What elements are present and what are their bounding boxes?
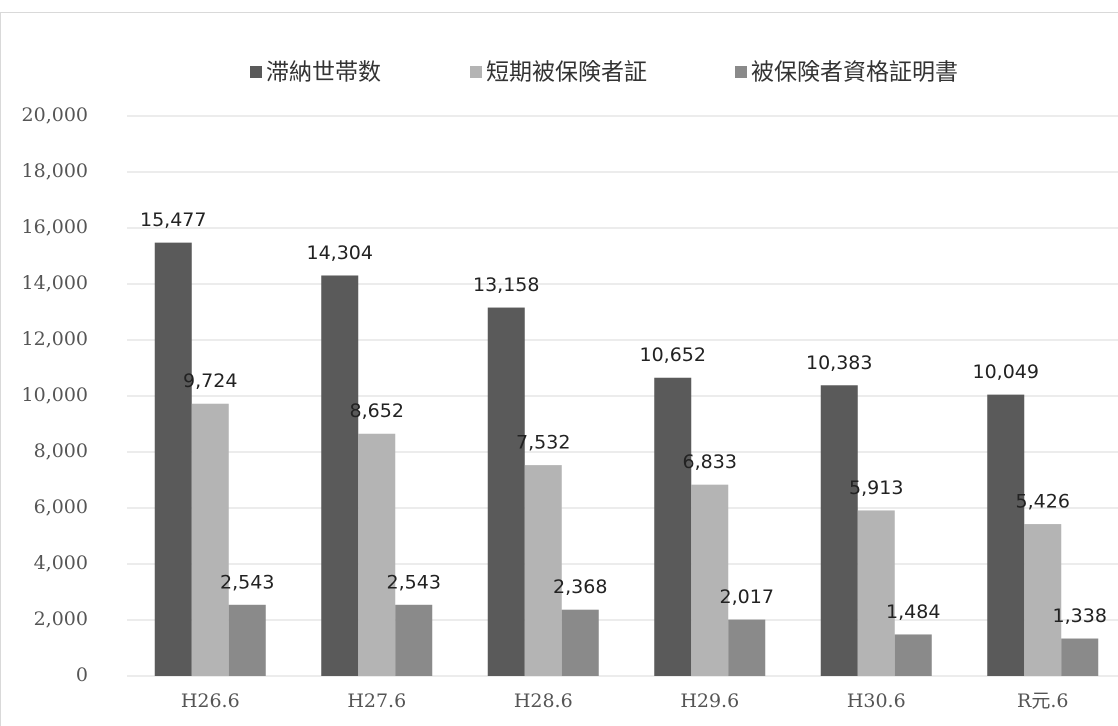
x-tick-label: H29.6 [680, 690, 739, 712]
bar [524, 465, 562, 676]
bar [691, 484, 729, 676]
value-label: 9,724 [183, 370, 237, 392]
bar [894, 634, 932, 676]
bar [987, 394, 1025, 676]
bar [228, 604, 266, 676]
value-label: 15,477 [140, 209, 206, 231]
bar [358, 433, 396, 676]
x-tick-label: H30.6 [847, 690, 906, 712]
x-tick-label: R元.6 [1017, 690, 1068, 712]
bar [395, 604, 433, 676]
value-label: 7,532 [516, 432, 570, 454]
y-tick-label: 12,000 [22, 328, 88, 350]
y-tick-label: 20,000 [22, 104, 88, 126]
value-label: 5,913 [849, 477, 903, 499]
y-tick-label: 2,000 [34, 608, 88, 630]
bar [857, 510, 895, 676]
y-tick-label: 0 [76, 664, 88, 686]
value-label: 5,426 [1016, 491, 1070, 513]
bar [321, 275, 359, 676]
value-label: 1,338 [1053, 605, 1107, 627]
bar [191, 403, 229, 676]
y-tick-label: 4,000 [34, 552, 88, 574]
y-tick-label: 18,000 [22, 160, 88, 182]
x-tick-label: H27.6 [347, 690, 406, 712]
value-label: 1,484 [886, 601, 940, 623]
bar [561, 609, 599, 676]
bar [820, 385, 858, 676]
y-tick-label: 10,000 [22, 384, 88, 406]
bar [154, 242, 192, 677]
y-tick-label: 16,000 [22, 216, 88, 238]
value-label: 10,652 [640, 344, 706, 366]
value-label: 2,543 [387, 571, 441, 593]
value-label: 14,304 [307, 242, 373, 264]
y-tick-label: 8,000 [34, 440, 88, 462]
legend-label: 滞納世帯数 [266, 60, 381, 86]
value-label: 8,652 [350, 400, 404, 422]
bar [728, 619, 766, 676]
bar [1061, 638, 1099, 676]
chart-frame [0, 12, 1118, 726]
x-tick-label: H28.6 [514, 690, 573, 712]
legend-label: 被保険者資格証明書 [751, 60, 958, 86]
bar [654, 377, 692, 676]
legend-swatch [250, 66, 262, 78]
bar [1024, 524, 1062, 676]
value-label: 10,383 [806, 352, 872, 374]
legend-swatch [470, 66, 482, 78]
value-label: 2,017 [720, 586, 774, 608]
value-label: 6,833 [683, 451, 737, 473]
value-label: 2,368 [553, 576, 607, 598]
value-label: 10,049 [973, 361, 1039, 383]
y-tick-label: 14,000 [22, 272, 88, 294]
legend-label: 短期被保険者証 [486, 60, 647, 86]
legend-swatch [735, 66, 747, 78]
bar [487, 307, 525, 676]
value-label: 13,158 [473, 274, 539, 296]
x-tick-label: H26.6 [181, 690, 240, 712]
value-label: 2,543 [220, 571, 274, 593]
y-tick-label: 6,000 [34, 496, 88, 518]
